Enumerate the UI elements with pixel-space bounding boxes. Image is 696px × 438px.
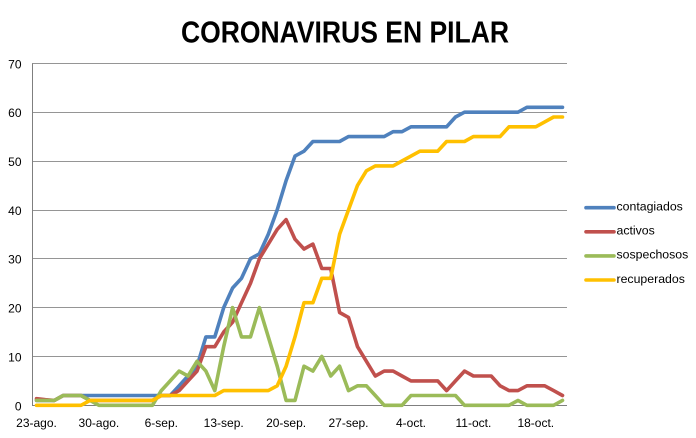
svg-text:27-sep.: 27-sep. <box>328 416 368 430</box>
svg-text:6-sep.: 6-sep. <box>145 416 178 430</box>
svg-text:70: 70 <box>8 57 22 71</box>
svg-text:recuperados: recuperados <box>617 272 685 286</box>
svg-text:activos: activos <box>617 224 655 238</box>
svg-text:30-ago.: 30-ago. <box>79 416 120 430</box>
svg-text:20: 20 <box>8 302 22 316</box>
svg-text:CORONAVIRUS EN PILAR: CORONAVIRUS EN PILAR <box>181 15 509 50</box>
svg-text:10: 10 <box>8 350 22 364</box>
svg-text:30: 30 <box>8 253 22 267</box>
svg-text:13-sep.: 13-sep. <box>204 416 244 430</box>
svg-text:60: 60 <box>8 106 22 120</box>
svg-text:18-oct.: 18-oct. <box>517 416 554 430</box>
svg-text:50: 50 <box>8 155 22 169</box>
svg-text:11-oct.: 11-oct. <box>456 416 492 430</box>
svg-text:0: 0 <box>15 399 22 413</box>
svg-text:40: 40 <box>8 204 22 218</box>
svg-text:20-sep.: 20-sep. <box>266 416 306 430</box>
svg-text:sospechosos: sospechosos <box>617 248 689 262</box>
svg-text:4-oct.: 4-oct. <box>396 416 426 430</box>
svg-text:contagiados: contagiados <box>617 200 683 214</box>
svg-text:23-ago.: 23-ago. <box>16 416 57 430</box>
